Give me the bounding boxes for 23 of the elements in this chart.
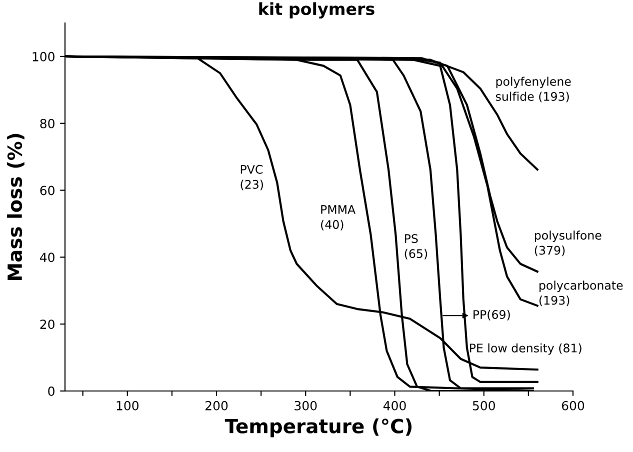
y-tick-label: 20 (40, 320, 54, 330)
x-tick-label: 600 (562, 400, 584, 410)
y-tick-label: 0 (48, 386, 54, 396)
x-tick-label: 400 (383, 400, 406, 410)
annotation: PS (65) (404, 234, 428, 260)
y-tick-label: 60 (40, 186, 54, 196)
x-tick-label: 500 (472, 400, 495, 410)
x-tick-label: 300 (294, 400, 317, 410)
x-tick-label: 100 (116, 400, 138, 410)
y-tick-label: 80 (40, 118, 54, 128)
annotation: polyfenylene sulfide (193) (496, 76, 571, 102)
x-axis-title: Temperature (°C) (224, 418, 412, 438)
y-tick-label: 40 (40, 252, 54, 262)
annotation: polycarbonate (193) (539, 280, 623, 306)
annotation: PP(69) (474, 310, 510, 320)
chart-title: kit polymers (259, 2, 374, 19)
y-axis-title: Mass loss (%) (7, 134, 24, 280)
annotation: PMMA (40) (321, 205, 356, 230)
annotation: polysulfone (379) (534, 230, 602, 256)
annotation: PVC (23) (240, 164, 263, 190)
y-tick-label: 100 (32, 52, 54, 62)
annotation: PE low density (81) (470, 343, 582, 355)
x-tick-label: 200 (205, 400, 228, 410)
